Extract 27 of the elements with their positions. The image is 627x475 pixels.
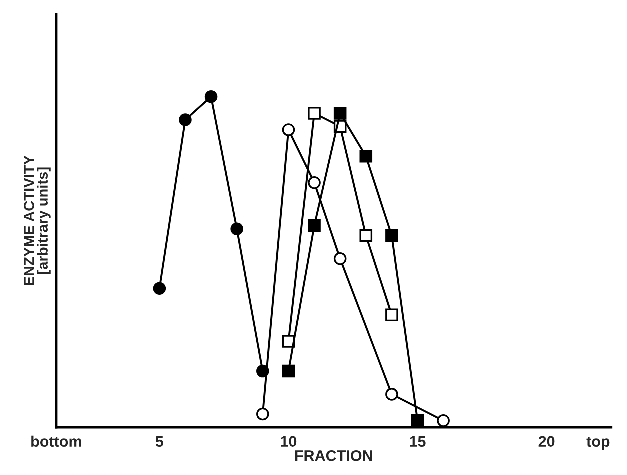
point: [153, 282, 166, 296]
point: [204, 90, 218, 104]
y-axis-title: ENZYME ACTIVITY [arbitrary units]: [24, 156, 51, 286]
point: [334, 107, 347, 120]
x-tick-label: 5: [156, 436, 164, 448]
point: [308, 176, 321, 190]
point: [386, 308, 398, 322]
x-tick-label: 10: [281, 436, 297, 448]
point: [386, 229, 398, 242]
point: [256, 408, 270, 421]
point: [386, 388, 398, 401]
point: [334, 252, 347, 266]
point: [282, 364, 296, 378]
point: [308, 219, 321, 232]
point: [230, 222, 244, 236]
x-tick-label: 20: [538, 436, 555, 448]
point: [411, 414, 424, 428]
point: [360, 150, 373, 163]
x-axis-title: FRACTION: [295, 450, 372, 462]
point: [437, 414, 450, 428]
point: [360, 229, 373, 242]
point: [308, 107, 321, 120]
x-tick-label: bottom: [32, 436, 82, 448]
point: [282, 124, 296, 136]
x-tick-label: 15: [410, 436, 426, 448]
x-tick-label: top: [586, 436, 610, 450]
point: [179, 114, 192, 126]
